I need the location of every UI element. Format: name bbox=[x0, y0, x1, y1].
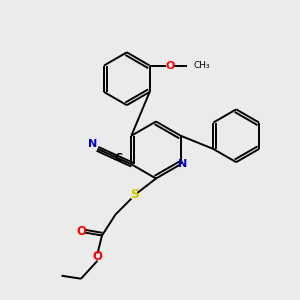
Text: O: O bbox=[76, 225, 86, 239]
Text: N: N bbox=[178, 159, 187, 169]
Text: S: S bbox=[130, 188, 140, 202]
Text: C: C bbox=[115, 153, 123, 163]
Text: O: O bbox=[92, 250, 103, 263]
Text: O: O bbox=[165, 61, 175, 70]
Text: N: N bbox=[88, 139, 98, 149]
Text: CH₃: CH₃ bbox=[194, 61, 210, 70]
